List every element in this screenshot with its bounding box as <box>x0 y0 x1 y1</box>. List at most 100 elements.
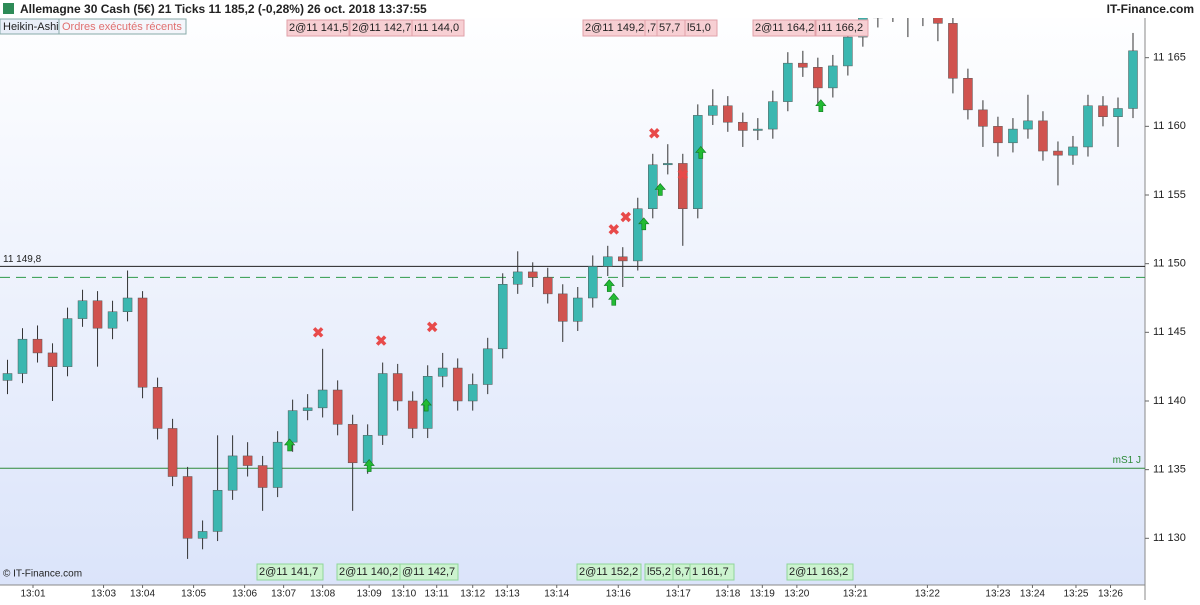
x-tick-label: 13:25 <box>1063 589 1088 600</box>
x-tick-label: 13:20 <box>784 589 809 600</box>
candle-body <box>467 384 478 402</box>
buy-order-label: l55,2 <box>647 566 671 578</box>
candle-body <box>542 277 553 295</box>
candle-body <box>557 293 568 322</box>
x-tick-label: 13:05 <box>181 589 206 600</box>
buy-marker <box>695 145 707 159</box>
y-tick-label: 11 140 <box>1153 395 1186 407</box>
candle-body <box>377 373 388 436</box>
candle-body <box>197 531 208 539</box>
candle-body <box>1098 105 1108 117</box>
candle-body <box>828 65 838 89</box>
chart-title: Allemagne 30 Cash (5€) 21 Ticks 11 185,2… <box>20 2 427 16</box>
candle-body <box>1008 128 1018 144</box>
buy-order-label: 2@11 152,2 <box>579 566 638 578</box>
y-tick-label: 11 150 <box>1153 258 1186 270</box>
x-tick-label: 13:23 <box>985 589 1010 600</box>
candle-body <box>437 367 448 377</box>
candle-body <box>77 300 88 319</box>
copyright: © IT-Finance.com <box>3 569 82 580</box>
orders-tab[interactable] <box>58 18 187 35</box>
sell-order-tag <box>684 19 718 37</box>
candle-body <box>633 208 643 262</box>
y-tick-label: 11 160 <box>1153 120 1186 132</box>
candle-body <box>32 338 43 354</box>
x-tick-label: 13:04 <box>130 589 155 600</box>
plot-area <box>0 0 1145 585</box>
sell-marker <box>426 321 438 333</box>
candle-body <box>122 297 133 312</box>
candle-body <box>347 424 358 464</box>
candle-body <box>17 338 28 374</box>
x-tick-label: 13:26 <box>1098 589 1123 600</box>
sell-marker <box>677 169 689 180</box>
candle-body <box>152 387 163 429</box>
y-tick-label: 11 145 <box>1153 326 1186 338</box>
x-tick-label: 13:21 <box>843 589 868 600</box>
brand: IT-Finance.com <box>1107 2 1194 16</box>
candle-body <box>993 126 1003 144</box>
x-tick-label: 13:14 <box>544 589 569 600</box>
candle-body <box>1113 108 1123 117</box>
candle-body <box>753 128 763 131</box>
sell-marker <box>608 224 620 235</box>
buy-order-tag <box>256 563 324 581</box>
candle-body <box>708 105 718 116</box>
candle-body <box>978 109 988 127</box>
candle-body <box>227 455 238 491</box>
x-tick-label: 13:12 <box>460 589 485 600</box>
candle-body <box>783 62 793 102</box>
y-tick-label: 11 155 <box>1153 189 1186 201</box>
candle-body <box>1068 146 1078 156</box>
x-tick-label: 13:09 <box>357 589 382 600</box>
x-axis-area <box>0 585 1145 600</box>
buy-marker <box>603 279 615 292</box>
buy-order-tag <box>399 563 459 581</box>
sell-order-label: 2@11 141,5 <box>289 22 348 34</box>
buy-order-tag <box>689 563 735 581</box>
x-tick-label: 13:13 <box>495 589 520 600</box>
candle-body <box>963 78 973 111</box>
sell-order-label: 2@11 142,7 <box>352 22 411 34</box>
candle-body <box>317 389 328 409</box>
x-tick-label: 13:10 <box>391 589 416 600</box>
buy-marker <box>654 183 666 196</box>
candle-body <box>392 373 403 402</box>
candle-body <box>648 164 658 209</box>
buy-marker <box>815 99 827 113</box>
sell-order-label: ı11 144,0 <box>414 22 459 34</box>
orders-label[interactable]: Ordres exécutés récents <box>62 21 182 33</box>
buy-order-label: 2@11 141,7 <box>259 566 318 578</box>
candle-body <box>527 271 538 278</box>
candle-body <box>618 256 628 262</box>
sell-order-label: 2@11 149,2 <box>585 22 644 34</box>
buy-order-label: 6,7 <box>675 566 690 578</box>
sell-order-label: ,7 <box>647 22 656 34</box>
candle-body <box>62 318 73 367</box>
sell-marker <box>620 211 632 223</box>
candle-body <box>1023 120 1033 130</box>
candle-body <box>948 23 958 79</box>
candle-body <box>107 311 118 329</box>
buy-order-label: 1 161,7 <box>692 566 729 578</box>
candle-body <box>272 441 283 488</box>
candle-body <box>678 163 688 209</box>
x-tick-label: 13:11 <box>425 589 450 600</box>
candle-body <box>693 115 703 209</box>
buy-marker <box>608 292 620 306</box>
candle-body <box>242 455 253 466</box>
candle-body <box>287 410 298 443</box>
x-tick-label: 13:18 <box>715 589 740 600</box>
x-tick-label: 13:24 <box>1020 589 1045 600</box>
sell-order-label: 2@11 164,2 <box>755 22 814 34</box>
candle-body <box>1083 105 1093 148</box>
candle-body <box>362 435 373 464</box>
y-axis-area <box>1145 0 1200 600</box>
buy-order-label: 2@11 140,2 <box>339 566 398 578</box>
style-label[interactable]: Heikin-Ashi <box>3 21 59 33</box>
y-tick-label: 11 130 <box>1153 532 1186 544</box>
buy-marker <box>420 398 432 412</box>
buy-marker <box>363 459 375 472</box>
candle-body <box>603 256 613 267</box>
